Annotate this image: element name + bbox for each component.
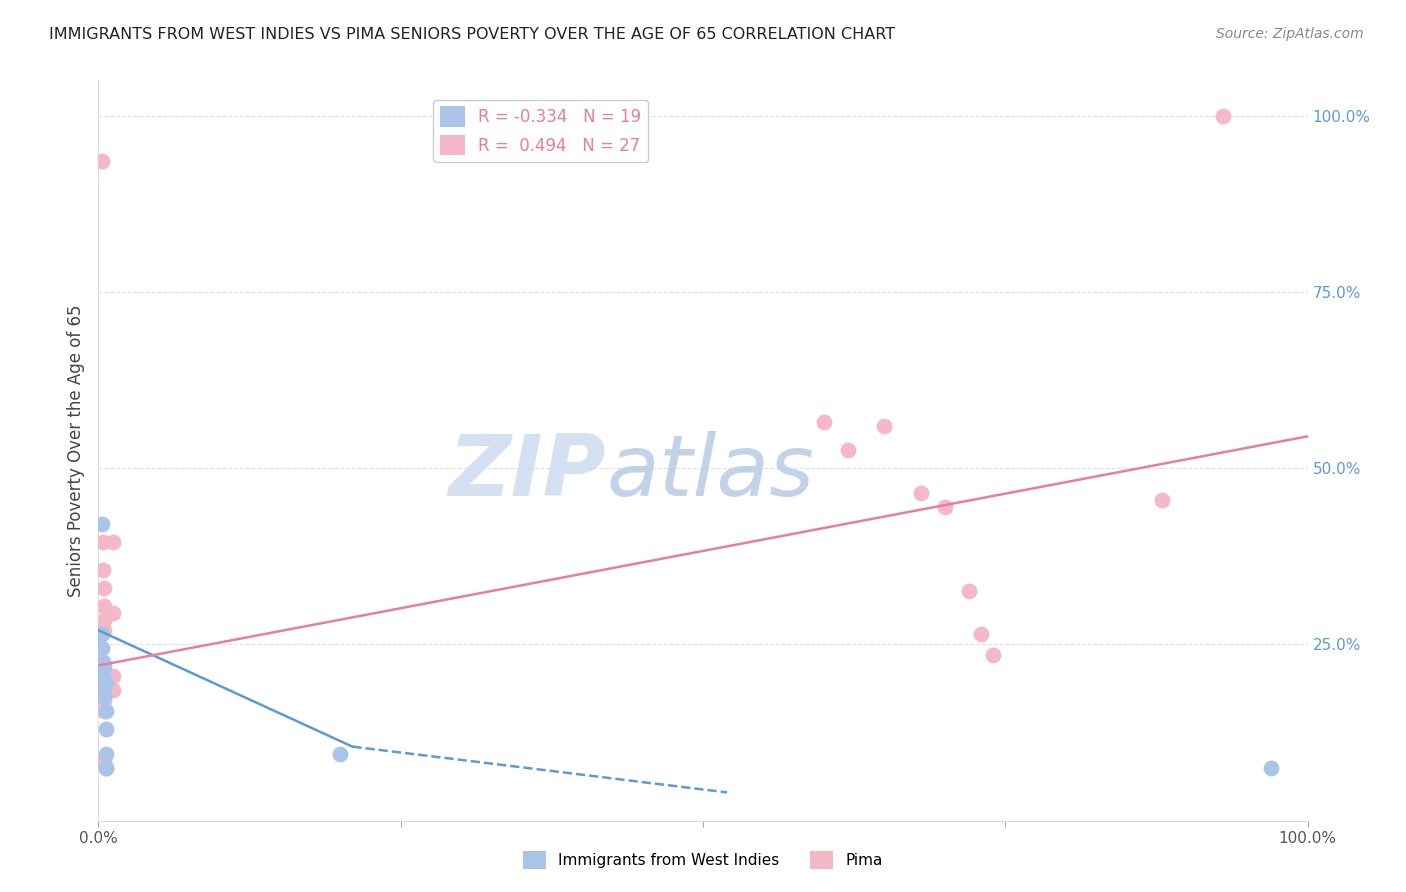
Text: IMMIGRANTS FROM WEST INDIES VS PIMA SENIORS POVERTY OVER THE AGE OF 65 CORRELATI: IMMIGRANTS FROM WEST INDIES VS PIMA SENI… bbox=[49, 27, 896, 42]
Point bbox=[93, 704, 115, 718]
Point bbox=[91, 669, 114, 683]
Point bbox=[94, 722, 117, 736]
Point bbox=[94, 676, 117, 690]
Point bbox=[101, 535, 124, 549]
Point bbox=[101, 606, 124, 620]
Legend: R = -0.334   N = 19, R =  0.494   N = 27: R = -0.334 N = 19, R = 0.494 N = 27 bbox=[433, 100, 648, 162]
Point bbox=[1152, 492, 1174, 507]
Point bbox=[91, 690, 114, 705]
Text: Source: ZipAtlas.com: Source: ZipAtlas.com bbox=[1216, 27, 1364, 41]
Point bbox=[91, 655, 114, 669]
Point bbox=[93, 676, 115, 690]
Point bbox=[91, 563, 114, 577]
Point bbox=[910, 485, 932, 500]
Point bbox=[91, 683, 114, 698]
Point bbox=[1212, 109, 1234, 123]
Point bbox=[93, 581, 115, 595]
Point bbox=[91, 535, 114, 549]
Legend: Immigrants from West Indies, Pima: Immigrants from West Indies, Pima bbox=[517, 845, 889, 875]
Point bbox=[91, 154, 114, 169]
Point bbox=[873, 418, 896, 433]
Point bbox=[329, 747, 352, 761]
Point bbox=[93, 694, 115, 708]
Y-axis label: Seniors Poverty Over the Age of 65: Seniors Poverty Over the Age of 65 bbox=[66, 304, 84, 597]
Point bbox=[94, 761, 117, 775]
Point bbox=[93, 624, 115, 638]
Point bbox=[970, 627, 993, 641]
Point bbox=[93, 683, 115, 698]
Point bbox=[101, 683, 124, 698]
Point bbox=[813, 415, 835, 429]
Point bbox=[101, 669, 124, 683]
Point bbox=[981, 648, 1004, 662]
Point bbox=[91, 640, 114, 655]
Point bbox=[91, 627, 114, 641]
Point bbox=[94, 704, 117, 718]
Point bbox=[93, 680, 115, 694]
Point bbox=[934, 500, 956, 514]
Point bbox=[957, 584, 980, 599]
Point bbox=[93, 754, 115, 768]
Point bbox=[93, 599, 115, 613]
Point bbox=[94, 761, 117, 775]
Point bbox=[93, 690, 115, 705]
Point bbox=[93, 658, 115, 673]
Point bbox=[93, 613, 115, 627]
Point bbox=[91, 676, 114, 690]
Text: atlas: atlas bbox=[606, 431, 814, 514]
Point bbox=[94, 747, 117, 761]
Point bbox=[837, 443, 859, 458]
Point bbox=[1260, 761, 1282, 775]
Point bbox=[91, 517, 114, 532]
Text: ZIP: ZIP bbox=[449, 431, 606, 514]
Point bbox=[91, 662, 114, 676]
